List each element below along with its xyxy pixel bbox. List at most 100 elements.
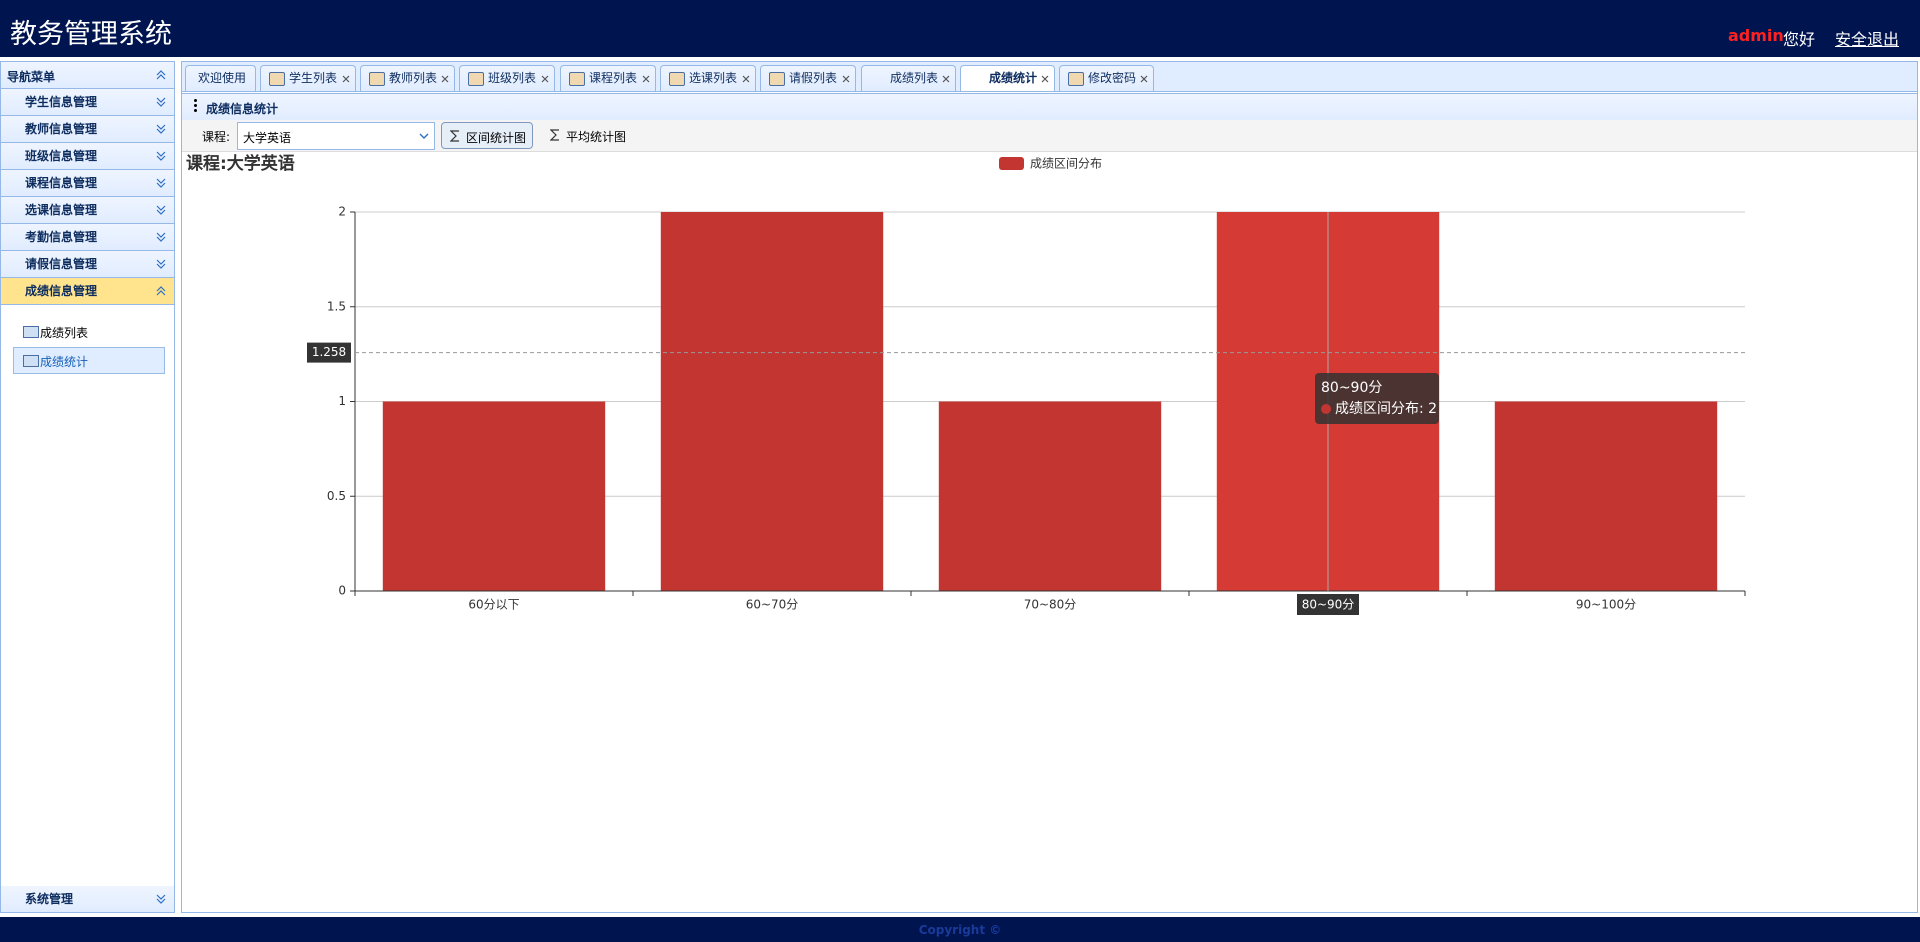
- panel-title: 成绩信息统计: [206, 102, 279, 116]
- chevron: [156, 70, 166, 80]
- legend-swatch: [999, 157, 1024, 170]
- y-tick-label: 0: [338, 584, 346, 598]
- course-select[interactable]: 大学英语: [237, 122, 435, 150]
- tab[interactable]: 教师列表: [360, 65, 455, 91]
- menu-item[interactable]: 班级信息管理: [1, 143, 174, 170]
- chevron-path: [156, 894, 166, 904]
- tab-close[interactable]: [541, 75, 549, 83]
- tab-icon: [468, 72, 484, 86]
- close-glyph: [642, 75, 650, 83]
- tooltip-line: 成绩区间分布: 2: [1335, 401, 1437, 417]
- chevron-path: [156, 70, 166, 80]
- menu-item[interactable]: 选课信息管理: [1, 197, 174, 224]
- tab-label: 修改密码: [1088, 71, 1137, 85]
- tooltip-title: 80~90分: [1321, 380, 1382, 396]
- close-glyph: [441, 75, 449, 83]
- tab-label: 选课列表: [689, 71, 738, 85]
- x-tick-label: 90~100分: [1576, 598, 1636, 612]
- tab-close[interactable]: [842, 75, 850, 83]
- chevron: [156, 232, 166, 242]
- tab-icon: [369, 72, 385, 86]
- tab-close[interactable]: [942, 75, 950, 83]
- bar: [382, 401, 606, 591]
- menu-label: 成绩信息管理: [25, 284, 98, 298]
- tab[interactable]: 修改密码: [1059, 65, 1154, 91]
- chevron: [156, 259, 166, 269]
- pointer-x-label: 80~90分: [1302, 598, 1355, 612]
- tab-label: 班级列表: [488, 71, 537, 85]
- menu-item[interactable]: 请假信息管理: [1, 251, 174, 278]
- tab-label: 教师列表: [389, 71, 438, 85]
- menu-label: 系统管理: [25, 892, 74, 906]
- chevron-path: [156, 259, 166, 269]
- app-title: 教务管理系统: [10, 19, 172, 50]
- bar: [1494, 401, 1718, 591]
- sigma-path: [450, 130, 459, 142]
- tab[interactable]: 选课列表: [660, 65, 756, 91]
- legend-label: 成绩区间分布: [1030, 157, 1102, 171]
- menu-label: 教师信息管理: [25, 122, 98, 136]
- sigma-path: [550, 129, 559, 141]
- close-glyph: [1140, 75, 1148, 83]
- tab-close[interactable]: [1140, 75, 1148, 83]
- book-icon: [23, 355, 39, 367]
- chevron-path: [156, 286, 166, 296]
- sub-item-label: 成绩列表: [40, 326, 89, 340]
- y-tick-label: 0.5: [327, 489, 346, 503]
- tab-icon: [269, 72, 285, 86]
- chart: 课程:大学英语 成绩区间分布 0 0.5 1 1.5 2 60分以下 60~70分 70~80分 9…: [186, 153, 1746, 615]
- tab-icon: [1068, 72, 1084, 86]
- menu-item[interactable]: 教师信息管理: [1, 116, 174, 143]
- bar: [938, 401, 1162, 591]
- pointer-label: 1.258: [312, 345, 346, 359]
- chevron-path: [156, 97, 166, 107]
- close-glyph: [742, 75, 750, 83]
- menu-label: 班级信息管理: [25, 149, 98, 163]
- menu-item[interactable]: 学生信息管理: [1, 89, 174, 116]
- tab[interactable]: 课程列表: [560, 65, 656, 91]
- sidebar: 导航菜单 学生信息管理 教师信息管理 班级信息管理 课程信息管理 选课信息管理 考勤信息管…: [0, 61, 175, 913]
- close-glyph: [541, 75, 549, 83]
- tab[interactable]: 请假列表: [760, 65, 856, 91]
- menu-item[interactable]: 考勤信息管理: [1, 224, 174, 251]
- tab-close[interactable]: [342, 75, 350, 83]
- menu-item[interactable]: 成绩信息管理: [1, 278, 174, 305]
- chart-title: 课程:大学英语: [186, 153, 295, 174]
- tab[interactable]: 学生列表: [260, 65, 356, 91]
- tab-close[interactable]: [441, 75, 449, 83]
- range-button-label: 区间统计图: [466, 131, 527, 145]
- range-button[interactable]: 区间统计图: [441, 122, 533, 149]
- tab[interactable]: 成绩列表: [861, 65, 956, 91]
- bar: [660, 212, 884, 591]
- arrow-path: [419, 133, 429, 139]
- avg-button[interactable]: 平均统计图: [542, 122, 632, 147]
- chevron: [156, 178, 166, 188]
- menu-item[interactable]: 课程信息管理: [1, 170, 174, 197]
- panel-head: 成绩信息统计: [182, 93, 1917, 121]
- dot: [194, 104, 197, 107]
- tab[interactable]: 成绩统计: [960, 65, 1055, 91]
- logout[interactable]: 安全退出: [1835, 30, 1900, 49]
- book-icon: [23, 326, 39, 338]
- chevron: [156, 286, 166, 296]
- chevron-path: [156, 205, 166, 215]
- dot: [194, 99, 197, 102]
- chevron: [156, 894, 166, 904]
- tab-close[interactable]: [742, 75, 750, 83]
- tab-label: 欢迎使用: [198, 71, 247, 85]
- chevron: [156, 124, 166, 134]
- select-arrow: [419, 133, 429, 139]
- tab-label: 成绩列表: [890, 71, 939, 85]
- menu-item[interactable]: 系统管理: [1, 886, 174, 913]
- tab[interactable]: 班级列表: [459, 65, 555, 91]
- chevron: [156, 151, 166, 161]
- sub-item-label: 成绩统计: [40, 355, 89, 369]
- tab-close[interactable]: [1041, 75, 1049, 83]
- course-value: 大学英语: [243, 131, 292, 145]
- close-glyph: [1041, 75, 1049, 83]
- tab-close[interactable]: [642, 75, 650, 83]
- chevron-path: [156, 151, 166, 161]
- chevron: [156, 205, 166, 215]
- tab[interactable]: 欢迎使用: [185, 65, 256, 91]
